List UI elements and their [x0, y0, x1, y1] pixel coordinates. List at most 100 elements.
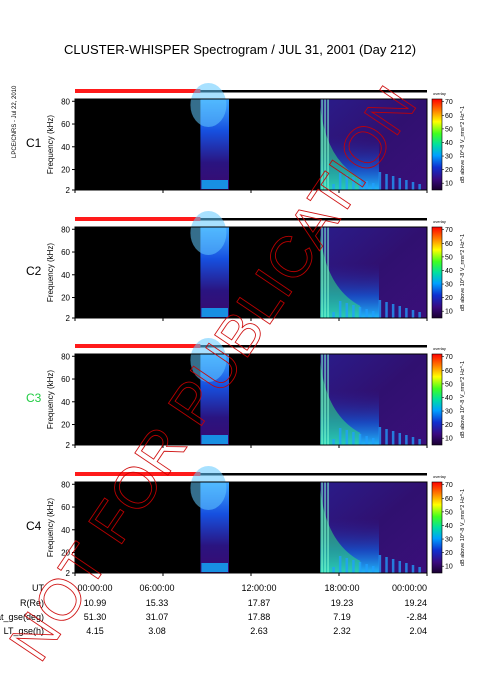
colorbar-tick-label: 10: [445, 309, 453, 316]
status-bar-black: [200, 345, 427, 348]
ephemeris-value: 15.33: [146, 598, 169, 608]
spike-line: [327, 227, 329, 318]
low-frequency-band: [201, 180, 228, 189]
burst: [378, 555, 382, 573]
ephemeris-value: 17.87: [248, 598, 271, 608]
colorbar-tick-label: 40: [445, 395, 453, 402]
burst: [345, 303, 349, 318]
burst: [391, 304, 395, 318]
burst: [385, 302, 388, 318]
burst: [365, 564, 368, 573]
spike-line: [324, 354, 326, 445]
ephemeris-value: 51.30: [84, 612, 107, 622]
colorbar-label: dB above 10^-8 V_rms^2 Hz^-1: [460, 234, 466, 311]
spike-line: [321, 99, 323, 190]
ephemeris-value: 31.07: [146, 612, 169, 622]
spacecraft-label: C4: [26, 519, 42, 533]
burst: [411, 437, 415, 445]
y-tick-label: 40: [61, 526, 70, 535]
burst: [418, 312, 421, 318]
spectrogram-panels: 2 20 40 60 80 Frequency (kHz) C1 overlay 10 20 30 4…: [26, 83, 466, 578]
colorbar-header: overlay: [433, 219, 446, 224]
y-tick-label: 80: [61, 480, 70, 489]
colorbar-tick-label: 70: [445, 227, 453, 234]
burst: [365, 181, 368, 190]
burst: [332, 312, 335, 318]
y-axis-label: Frequency (kHz): [46, 115, 55, 174]
y-tick-label: 80: [61, 352, 70, 361]
burst: [372, 311, 375, 318]
low-frequency-band: [201, 435, 228, 444]
ephemeris-row-label: Lat_gse(deg): [0, 612, 44, 622]
burst: [338, 428, 342, 445]
colorbar-tick-label: 70: [445, 99, 453, 106]
status-bar-red: [75, 89, 201, 93]
burst: [378, 172, 382, 190]
colorbar-tick-label: 60: [445, 113, 453, 120]
burst: [405, 180, 408, 190]
y-tick-label: 20: [61, 166, 70, 175]
enhancement-region: [320, 107, 361, 190]
burst: [372, 438, 375, 445]
colorbar-tick-label: 50: [445, 126, 453, 133]
colorbar-tick-label: 50: [445, 381, 453, 388]
burst: [391, 176, 395, 190]
y-tick-label: 2: [66, 569, 71, 578]
burst: [398, 561, 402, 573]
ephemeris-value: 2.04: [409, 626, 427, 636]
spike-line: [327, 482, 329, 573]
panel-c4: 2 20 40 60 80 Frequency (kHz) C4 overlay 10 20 30 4…: [26, 466, 466, 578]
spike-line: [321, 482, 323, 573]
spacecraft-label: C2: [26, 264, 42, 278]
spacecraft-label: C1: [26, 136, 42, 150]
spike-line: [321, 227, 323, 318]
spike-line: [324, 482, 326, 573]
y-tick-label: 60: [61, 503, 70, 512]
y-tick-label: 80: [61, 97, 70, 106]
burst: [418, 184, 421, 190]
burst: [338, 173, 342, 190]
colorbar: [431, 98, 443, 191]
burst: [332, 567, 335, 573]
colorbar-tick-label: 10: [445, 181, 453, 188]
colorbar-tick-label: 50: [445, 254, 453, 261]
status-bar-black: [200, 473, 427, 476]
burst: [405, 308, 408, 318]
burst: [338, 301, 342, 318]
colorbar-tick-label: 20: [445, 550, 453, 557]
burst: [358, 434, 362, 445]
burst: [411, 182, 415, 190]
y-tick-label: 20: [61, 421, 70, 430]
colorbar: [431, 353, 443, 446]
burst: [332, 439, 335, 445]
colorbar-tick-label: 20: [445, 422, 453, 429]
y-tick-label: 20: [61, 294, 70, 303]
ephemeris-value: 19.24: [404, 598, 427, 608]
colorbar-tick-label: 50: [445, 509, 453, 516]
burst: [385, 557, 388, 573]
ephemeris-value: 3.08: [148, 626, 166, 636]
colorbar-header: overlay: [433, 346, 446, 351]
status-bar-red: [75, 472, 201, 476]
ephemeris-row-label: LT_gse(h): [4, 626, 44, 636]
ephemeris-value: 19.23: [331, 598, 354, 608]
colorbar-tick-label: 40: [445, 268, 453, 275]
colorbar-tick-label: 30: [445, 154, 453, 161]
burst: [418, 567, 421, 573]
burst: [398, 433, 402, 445]
burst: [378, 300, 382, 318]
colorbar-tick-label: 60: [445, 368, 453, 375]
burst: [411, 565, 415, 573]
burst: [405, 435, 408, 445]
spike-line: [324, 99, 326, 190]
colorbar: [431, 226, 443, 319]
spike-line: [324, 227, 326, 318]
ephemeris-value: 10.99: [84, 598, 107, 608]
y-tick-label: 60: [61, 120, 70, 129]
ephemeris-value: 17.88: [248, 612, 271, 622]
colorbar-tick-label: 10: [445, 436, 453, 443]
colorbar-tick-label: 60: [445, 241, 453, 248]
colorbar-tick-label: 10: [445, 564, 453, 571]
emission-band: [190, 338, 227, 382]
colorbar-tick-label: 70: [445, 482, 453, 489]
